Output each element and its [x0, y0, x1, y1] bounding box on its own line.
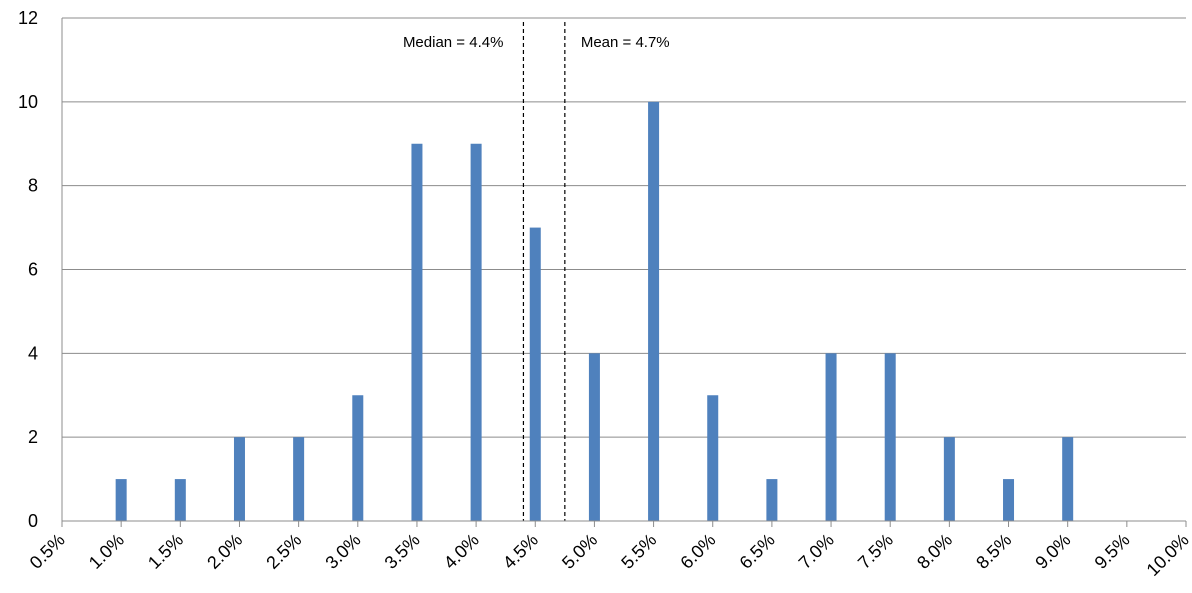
x-tick-label: 3.0% [321, 530, 364, 573]
y-tick-label: 6 [28, 260, 38, 280]
x-tick-label: 0.5% [26, 530, 69, 573]
bar [411, 143, 423, 521]
bar [588, 353, 600, 521]
x-tick-labels: 0.5% 1.0% 1.5% 2.0% 2.5% 3.0% 3.5% 4.0% 4.5% 5.0%… [26, 530, 1192, 580]
bar [766, 479, 778, 521]
y-tick-label: 12 [18, 8, 38, 28]
x-tick-label: 6.5% [736, 530, 779, 573]
x-tick-label: 10.0% [1143, 530, 1192, 580]
x-tick-label: 1.5% [144, 530, 187, 573]
reference-lines: Median = 4.4% Mean = 4.7% [403, 22, 670, 521]
axes [61, 18, 1187, 527]
bar [174, 479, 186, 521]
bar [233, 437, 245, 521]
y-tick-labels: 0 2 4 6 8 10 12 [18, 8, 38, 531]
x-tick-label: 1.0% [85, 530, 128, 573]
x-tick-label: 2.5% [262, 530, 305, 573]
y-tick-label: 4 [28, 343, 38, 363]
x-tick-label: 4.5% [499, 530, 542, 573]
bar [352, 395, 364, 521]
bars [115, 101, 1074, 522]
x-tick-label: 8.5% [972, 530, 1015, 573]
x-tick-label: 9.0% [1031, 530, 1074, 573]
y-tick-label: 10 [18, 92, 38, 112]
reference-line-label: Median = 4.4% [403, 34, 503, 51]
y-tick-label: 0 [28, 511, 38, 531]
reference-line-label: Mean = 4.7% [581, 34, 670, 51]
bar [1062, 437, 1074, 521]
x-tick-label: 5.0% [558, 530, 601, 573]
x-tick-label: 3.5% [381, 530, 424, 573]
x-tick-label: 4.0% [440, 530, 483, 573]
bar [884, 353, 896, 521]
bar [825, 353, 837, 521]
bar [648, 101, 660, 521]
x-tick-label: 7.0% [795, 530, 838, 573]
x-tick-label: 8.0% [913, 530, 956, 573]
x-tick-label: 7.5% [854, 530, 897, 573]
y-tick-label: 2 [28, 427, 38, 447]
x-tick-label: 9.5% [1091, 530, 1134, 573]
gridlines [62, 17, 1186, 438]
bar [293, 437, 305, 521]
y-tick-label: 8 [28, 176, 38, 196]
x-tick-label: 6.0% [676, 530, 719, 573]
bar [1003, 479, 1015, 521]
bar [115, 479, 127, 521]
bar [470, 143, 482, 521]
x-tick-label: 2.0% [203, 530, 246, 573]
bar [707, 395, 719, 521]
bar [943, 437, 955, 521]
bar [529, 227, 541, 522]
x-tick-label: 5.5% [617, 530, 660, 573]
